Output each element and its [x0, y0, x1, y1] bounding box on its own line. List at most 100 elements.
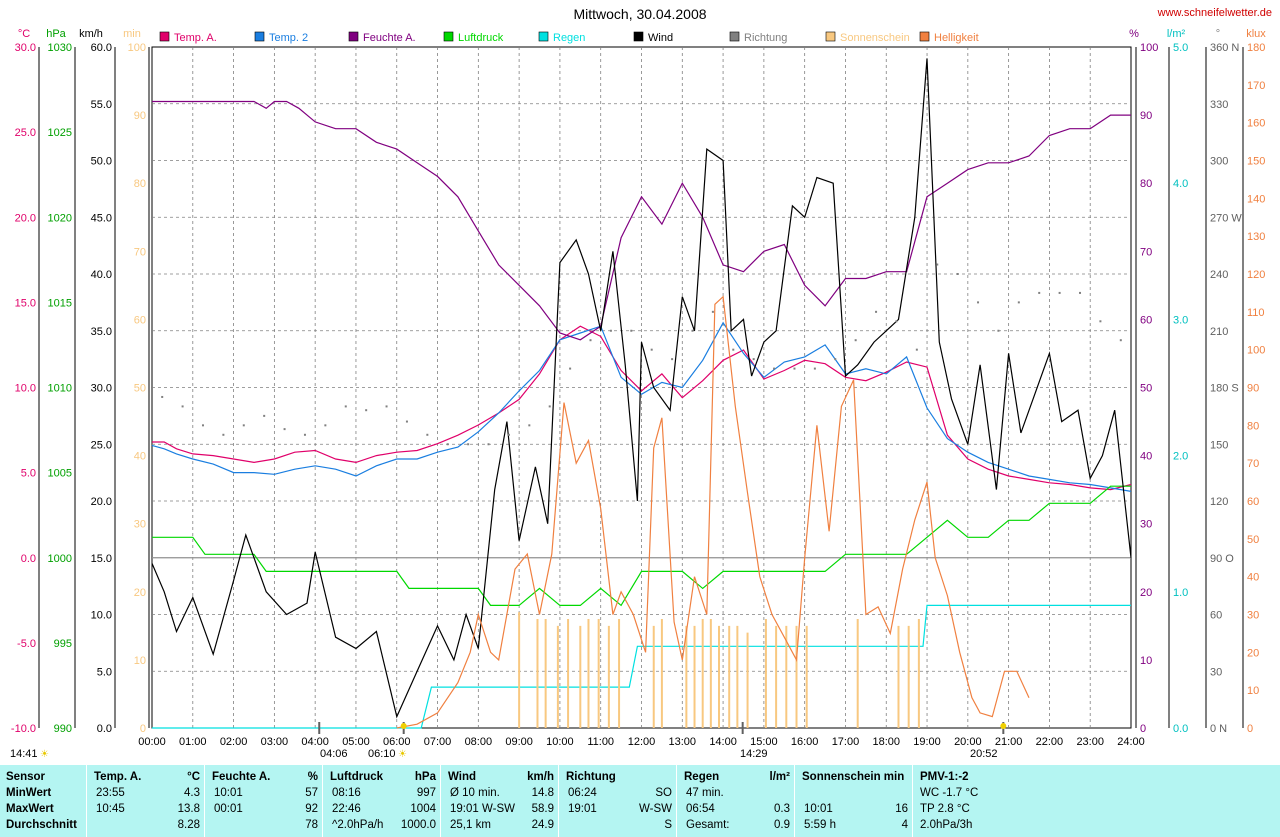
feuchte-a-line: [152, 100, 1131, 341]
humidity-tick-label: 80: [1140, 178, 1152, 190]
light-tick-label: 150: [1247, 156, 1265, 168]
direction-stat-label: 06:24: [568, 787, 597, 799]
humidity-tick-label: 0: [1140, 723, 1146, 735]
rain-tick-label: 1.0: [1173, 587, 1188, 599]
statistics-table: Sensor Temp. A. °C Feuchte A.% Luftdruck hPa W…: [0, 765, 1280, 837]
temp-tick-label: 15.0: [15, 297, 36, 309]
richtung-point: [915, 348, 918, 351]
pressure-tick-label: 990: [54, 723, 72, 735]
temp-tick-label: 10.0: [15, 383, 36, 395]
regen-line: [152, 604, 1131, 729]
sunshine-tick-label: 100: [128, 42, 146, 54]
x-tick-label: 23:00: [1076, 736, 1104, 748]
richtung-point: [752, 358, 755, 361]
x-tick-label: 12:00: [628, 736, 656, 748]
temp-stat-value: 13.8: [177, 803, 200, 815]
direction-tick-label: 210: [1210, 326, 1228, 338]
light-tick-label: 130: [1247, 231, 1265, 243]
direction-stat-value: S: [664, 819, 672, 831]
humidity-stat-value: 92: [305, 803, 318, 815]
richtung-point: [1038, 291, 1041, 294]
sun-dot: [400, 723, 407, 729]
direction-tick-label: 60: [1210, 610, 1222, 622]
x-tick-label: 16:00: [791, 736, 819, 748]
x-tick-label: 15:00: [750, 736, 778, 748]
rain-stat-value: 0.9: [774, 819, 790, 831]
stats-header-unit: %: [307, 771, 318, 783]
x-tick-label: 09:00: [505, 736, 533, 748]
richtung-point: [711, 310, 714, 313]
chart-title: Mittwoch, 30.04.2008: [573, 6, 706, 22]
richtung-point: [263, 414, 266, 417]
stats-header: Wind: [448, 771, 476, 783]
stats-header: Regen: [684, 771, 720, 783]
sunshine-stat-label: 5:59 h: [804, 819, 836, 831]
pressure-tick-label: 995: [54, 638, 72, 650]
rain-stat-label: Gesamt:: [686, 819, 730, 831]
temp-tick-label: 5.0: [21, 468, 36, 480]
sunshine-stat-value: 4: [901, 819, 908, 831]
richtung-point: [977, 301, 980, 304]
sun-dot: [1000, 723, 1007, 729]
legend-label: Temp. A.: [174, 32, 217, 44]
light-tick-label: 50: [1247, 534, 1259, 546]
richtung-point: [1058, 291, 1061, 294]
legend-label: Sonnenschein: [840, 32, 910, 44]
stats-row-label: MinWert: [6, 787, 52, 799]
wind-tick-label: 55.0: [91, 99, 112, 111]
direction-tick-label: 120: [1210, 496, 1228, 508]
x-tick-label: 20:00: [954, 736, 982, 748]
stats-separator: [558, 765, 559, 837]
direction-tick-label: 0 N: [1210, 723, 1227, 735]
richtung-point: [528, 424, 531, 427]
light-tick-label: 110: [1247, 307, 1265, 319]
pressure-tick-label: 1020: [48, 212, 72, 224]
pressure-tick-label: 1030: [48, 42, 72, 54]
stats-header-unit: °C: [187, 771, 200, 783]
rain-stat-label: 06:54: [686, 803, 715, 815]
temp-stat-label: 10:45: [96, 803, 125, 815]
stats-header: Luftdruck: [330, 771, 384, 783]
richtung-point: [589, 339, 592, 342]
humidity-tick-label: 90: [1140, 110, 1152, 122]
wind-line: [151, 58, 1132, 719]
humidity-stat-value: 57: [305, 787, 318, 799]
humidity-tick-label: 20: [1140, 587, 1152, 599]
light-tick-label: 140: [1247, 193, 1265, 205]
richtung-point: [854, 339, 857, 342]
richtung-point: [181, 405, 184, 408]
direction-tick-label: 300: [1210, 156, 1228, 168]
richtung-point: [671, 358, 674, 361]
direction-unit-label: °: [1216, 28, 1220, 40]
richtung-point: [283, 428, 286, 431]
richtung-point: [365, 409, 368, 412]
stats-header: Feuchte A.: [212, 771, 271, 783]
legend-swatch: [443, 31, 454, 42]
richtung-point: [487, 443, 490, 446]
luftdruck-line: [152, 485, 1131, 607]
wind-stat-value: 24.9: [531, 819, 554, 831]
richtung-point: [426, 433, 429, 436]
light-tick-label: 100: [1247, 345, 1265, 357]
richtung-point: [569, 367, 572, 370]
legend-swatch: [919, 31, 930, 42]
sunrise-mark-label: 04:06: [320, 748, 348, 760]
direction-tick-label: 240: [1210, 269, 1228, 281]
richtung-point: [161, 395, 164, 398]
wind-stat-value: 58.9: [531, 803, 554, 815]
richtung-point: [650, 348, 653, 351]
richtung-point: [997, 329, 1000, 332]
pressure-stat-label: 08:16: [332, 787, 361, 799]
x-tick-label: 07:00: [424, 736, 452, 748]
sunshine-tick-label: 10: [134, 655, 146, 667]
x-tick-label: 22:00: [1036, 736, 1064, 748]
direction-tick-label: 150: [1210, 439, 1228, 451]
richtung-point: [242, 424, 245, 427]
richtung-point: [691, 329, 694, 332]
rain-stat-value: 0.3: [774, 803, 790, 815]
pressure-stat-value: 1004: [410, 803, 436, 815]
weather-chart: Mittwoch, 30.04.2008 www.schneifelwetter…: [10, 6, 1272, 760]
richtung-point: [303, 433, 306, 436]
stats-header: Richtung: [566, 771, 616, 783]
temp-tick-label: 25.0: [15, 127, 36, 139]
